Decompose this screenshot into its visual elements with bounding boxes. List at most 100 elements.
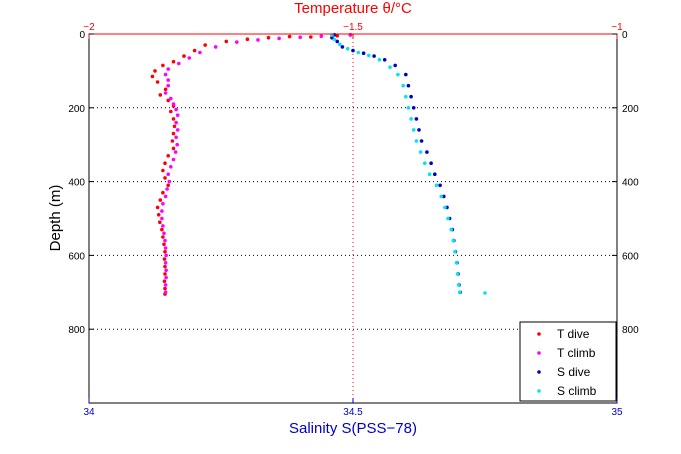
legend-marker	[537, 332, 541, 336]
data-point	[163, 286, 167, 291]
data-point	[156, 213, 161, 217]
data-point	[163, 91, 168, 95]
data-point	[429, 161, 433, 165]
data-point	[411, 128, 416, 132]
data-point	[332, 37, 337, 42]
data-point	[165, 187, 169, 191]
y-right-tick-label: 200	[622, 104, 639, 115]
data-point	[414, 117, 419, 121]
data-point	[340, 45, 345, 49]
data-point	[414, 139, 419, 143]
data-series	[150, 32, 487, 296]
data-point	[163, 249, 167, 254]
data-point	[356, 50, 361, 55]
data-point	[166, 78, 170, 82]
data-point	[163, 290, 168, 295]
data-point	[298, 35, 303, 40]
data-point	[335, 39, 340, 44]
data-point	[161, 168, 165, 173]
data-point	[455, 272, 460, 276]
data-point	[287, 34, 292, 39]
y-left-tick-label: 600	[68, 251, 85, 262]
data-point	[163, 246, 168, 250]
data-point	[388, 65, 392, 69]
data-point	[406, 106, 411, 110]
series-t-climb	[160, 33, 353, 295]
data-point	[456, 283, 461, 287]
data-point	[162, 242, 166, 247]
y-left-tick-label: 200	[68, 104, 85, 115]
y-axis-label: Depth (m)	[47, 185, 64, 252]
data-point	[411, 106, 416, 110]
data-point	[235, 40, 239, 44]
y-right-tick-label: 400	[622, 178, 639, 189]
data-point	[203, 43, 207, 47]
data-point	[425, 150, 429, 154]
data-point	[245, 37, 250, 41]
legend-label: T climb	[557, 346, 596, 360]
data-point	[172, 124, 177, 129]
chart-title: Temperature θ/°C	[294, 0, 412, 17]
data-point	[173, 150, 178, 154]
data-point	[175, 142, 179, 147]
data-point	[166, 183, 170, 188]
data-point	[169, 96, 173, 101]
data-point	[345, 47, 350, 51]
data-point	[163, 272, 167, 276]
data-point	[175, 113, 180, 117]
data-point	[404, 72, 408, 77]
x-top-tick-label: −1	[611, 22, 623, 33]
data-point	[409, 94, 413, 99]
x-top-tick-label: −2	[83, 22, 95, 33]
data-point	[158, 220, 162, 224]
data-point	[175, 128, 180, 132]
data-point	[174, 107, 178, 112]
data-point	[453, 249, 457, 254]
data-point	[170, 139, 175, 143]
data-point	[162, 257, 167, 261]
data-point	[417, 128, 421, 132]
data-point	[406, 83, 411, 88]
legend: T dive T climb S dive S climb	[519, 321, 617, 402]
data-point	[161, 190, 165, 195]
data-point	[382, 58, 387, 62]
data-point	[161, 63, 165, 68]
data-point	[160, 227, 164, 232]
legend-label: T dive	[557, 327, 590, 341]
data-point	[174, 120, 178, 125]
data-point	[163, 264, 167, 269]
data-point	[330, 35, 334, 40]
data-point	[167, 179, 172, 184]
data-point	[427, 172, 432, 176]
data-point	[177, 61, 181, 66]
legend-label: S dive	[557, 365, 591, 379]
data-point	[442, 194, 446, 199]
data-point	[483, 291, 487, 295]
data-point	[166, 83, 170, 88]
data-point	[335, 34, 340, 38]
data-point	[198, 50, 202, 55]
data-point	[163, 238, 167, 243]
data-point	[454, 261, 459, 265]
data-point	[319, 34, 324, 38]
legend-marker	[537, 389, 541, 393]
data-point	[155, 205, 160, 210]
data-point	[166, 67, 170, 71]
data-point	[158, 93, 163, 97]
data-point	[309, 35, 313, 39]
data-point	[277, 36, 281, 41]
data-point	[367, 53, 371, 58]
legend-marker	[537, 370, 541, 374]
y-right-tick-label: 600	[622, 251, 639, 262]
data-point	[404, 94, 408, 99]
x-bottom-tick-label: 35	[611, 407, 623, 418]
data-point	[162, 231, 166, 236]
data-point	[423, 161, 427, 165]
y-left-tick-label: 800	[68, 325, 85, 336]
data-point	[160, 216, 164, 221]
data-point	[361, 51, 366, 55]
data-point	[163, 176, 167, 180]
data-point	[449, 227, 454, 232]
data-point	[372, 54, 376, 58]
data-point	[377, 58, 382, 62]
